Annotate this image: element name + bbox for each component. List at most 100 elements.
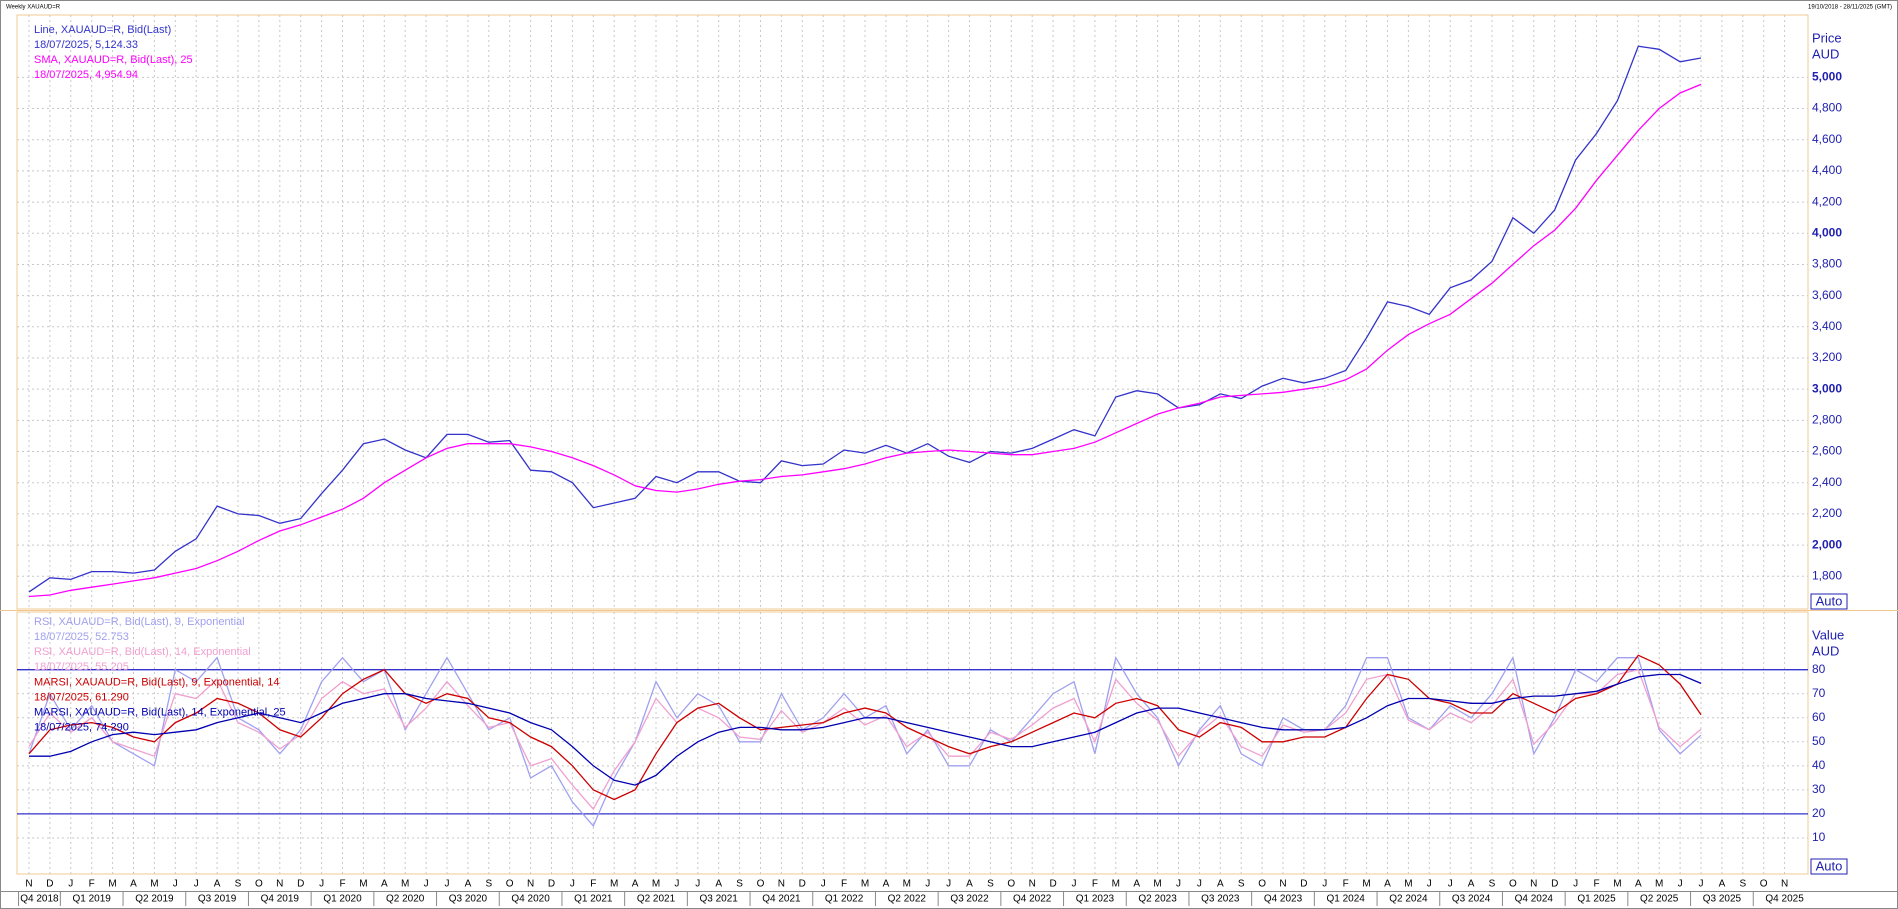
y-tick-label: 4,800 xyxy=(1812,101,1842,115)
y-tick-label: 3,000 xyxy=(1812,381,1842,395)
x-tick-label: D xyxy=(1049,879,1056,890)
auto-label[interactable]: Auto xyxy=(1816,593,1843,608)
y-tick-label: 3,400 xyxy=(1812,319,1842,333)
auto-button[interactable] xyxy=(1810,593,1848,610)
quarter-label: Q1 2022 xyxy=(825,894,864,905)
x-tick-label: N xyxy=(778,879,785,890)
x-tick-label: J xyxy=(173,879,178,890)
indicator-panel xyxy=(16,611,1809,875)
x-tick-label: D xyxy=(46,879,53,890)
legend-last: 18/07/2025, 52.753 xyxy=(34,631,129,643)
x-tick-label: M xyxy=(610,879,618,890)
y-tick-label: 20 xyxy=(1812,806,1826,820)
axis-title: Price xyxy=(1812,30,1842,45)
x-tick-label: N xyxy=(1530,879,1537,890)
axis-unit: AUD xyxy=(1812,46,1839,61)
quarter-label: Q4 2019 xyxy=(261,894,300,905)
x-tick-label: F xyxy=(590,879,596,890)
y-tick-label: 4,000 xyxy=(1812,225,1842,239)
quarter-label: Q4 2024 xyxy=(1515,894,1554,905)
x-tick-label: O xyxy=(1007,879,1015,890)
x-tick-label: J xyxy=(194,879,199,890)
x-tick-label: O xyxy=(255,879,263,890)
x-tick-label: A xyxy=(214,879,221,890)
window-title: Weekly XAUAUD=R xyxy=(6,5,61,11)
x-tick-label: J xyxy=(319,879,324,890)
x-tick-label: A xyxy=(1635,879,1642,890)
x-tick-label: N xyxy=(276,879,283,890)
quarter-label: Q4 2023 xyxy=(1264,894,1303,905)
x-tick-label: D xyxy=(297,879,304,890)
price-panel xyxy=(16,14,1809,610)
auto-button[interactable] xyxy=(1810,858,1848,875)
y-tick-label: 4,600 xyxy=(1812,132,1842,146)
x-tick-label: M xyxy=(1655,879,1663,890)
x-tick-label: O xyxy=(757,879,765,890)
x-tick-label: F xyxy=(1593,879,1599,890)
y-tick-label: 2,800 xyxy=(1812,413,1842,427)
x-tick-label: J xyxy=(1176,879,1181,890)
quarter-label: Q3 2020 xyxy=(449,894,488,905)
x-tick-label: J xyxy=(925,879,930,890)
y-tick-label: 5,000 xyxy=(1812,70,1842,84)
quarter-label: Q2 2019 xyxy=(135,894,174,905)
y-tick-label: 80 xyxy=(1812,662,1826,676)
legend-last: 18/07/2025, 74.290 xyxy=(34,722,129,734)
series-line xyxy=(28,654,1702,801)
quarter-label: Q1 2020 xyxy=(323,894,362,905)
y-tick-label: 2,200 xyxy=(1812,506,1842,520)
x-tick-label: J xyxy=(821,879,826,890)
legend-name: Line, XAUAUD=R, Bid(Last) xyxy=(34,24,171,36)
legend-last: 18/07/2025, 55.205 xyxy=(34,661,129,673)
quarter-label: Q4 2022 xyxy=(1013,894,1052,905)
y-tick-label: 2,600 xyxy=(1812,444,1842,458)
quarter-label: Q4 2018 xyxy=(20,894,59,905)
y-tick-label: 10 xyxy=(1812,830,1826,844)
x-tick-label: J xyxy=(1573,879,1578,890)
x-tick-label: M xyxy=(1362,879,1370,890)
x-tick-label: M xyxy=(359,879,367,890)
quarter-label: Q4 2021 xyxy=(762,894,801,905)
x-tick-label: J xyxy=(946,879,951,890)
quarter-label: Q3 2024 xyxy=(1452,894,1491,905)
x-tick-label: S xyxy=(1739,879,1746,890)
quarter-label: Q3 2025 xyxy=(1703,894,1742,905)
x-tick-label: A xyxy=(1468,879,1475,890)
y-tick-label: 70 xyxy=(1812,686,1826,700)
x-tick-label: A xyxy=(632,879,639,890)
x-tick-label: D xyxy=(548,879,555,890)
x-tick-label: F xyxy=(89,879,95,890)
axis-unit: AUD xyxy=(1812,643,1839,658)
x-tick-label: S xyxy=(987,879,994,890)
y-tick-label: 3,800 xyxy=(1812,257,1842,271)
y-tick-label: 40 xyxy=(1812,758,1826,772)
x-tick-label: N xyxy=(1781,879,1788,890)
x-tick-label: D xyxy=(799,879,806,890)
y-tick-label: 50 xyxy=(1812,734,1826,748)
x-tick-label: O xyxy=(506,879,514,890)
x-tick-label: A xyxy=(381,879,388,890)
quarter-label: Q3 2023 xyxy=(1201,894,1240,905)
y-tick-label: 3,200 xyxy=(1812,350,1842,364)
x-tick-label: O xyxy=(1509,879,1517,890)
auto-label[interactable]: Auto xyxy=(1816,858,1843,873)
x-tick-label: J xyxy=(1072,879,1077,890)
quarter-label: Q2 2021 xyxy=(637,894,676,905)
x-tick-label: J xyxy=(1322,879,1327,890)
quarter-label: Q1 2019 xyxy=(73,894,112,905)
legend-name: MARSI, XAUAUD=R, Bid(Last), 9, Exponenti… xyxy=(34,676,279,688)
y-tick-label: 60 xyxy=(1812,710,1826,724)
x-tick-label: A xyxy=(966,879,973,890)
y-tick-label: 4,200 xyxy=(1812,194,1842,208)
quarter-label: Q1 2025 xyxy=(1577,894,1616,905)
x-tick-label: A xyxy=(1719,879,1726,890)
x-tick-label: J xyxy=(68,879,73,890)
x-tick-label: J xyxy=(445,879,450,890)
x-tick-label: J xyxy=(1678,879,1683,890)
date-range: 19/10/2018 - 28/11/2025 (GMT) xyxy=(1808,5,1892,11)
x-tick-label: N xyxy=(1279,879,1286,890)
quarter-label: Q4 2020 xyxy=(511,894,550,905)
legend-name: RSI, XAUAUD=R, Bid(Last), 14, Exponentia… xyxy=(34,646,251,658)
x-tick-label: M xyxy=(1112,879,1120,890)
